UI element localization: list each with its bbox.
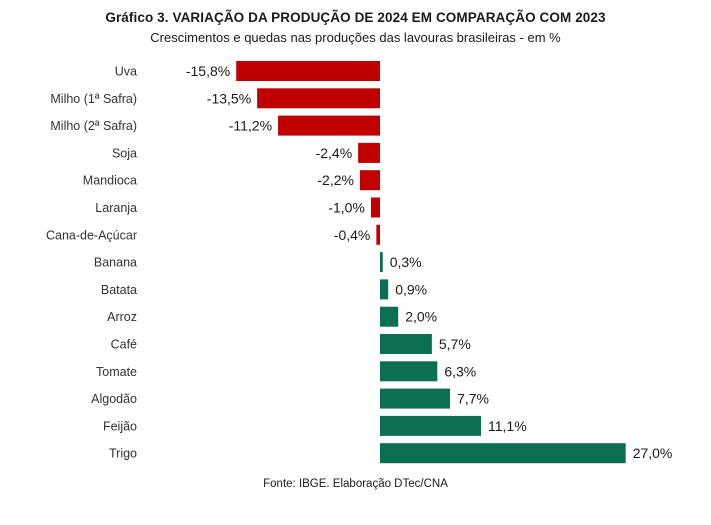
category-label-cafe: Café bbox=[111, 338, 137, 352]
chart-title: Gráfico 3. VARIAÇÃO DA PRODUÇÃO DE 2024 … bbox=[105, 10, 606, 25]
value-label-batata: 0,9% bbox=[395, 281, 427, 297]
category-label-uva: Uva bbox=[115, 65, 137, 79]
bar-chart: Uva -15,8% Milho (1ª Safra) -13,5% Milho (2ª… bbox=[46, 61, 673, 464]
category-label-feijao: Feijão bbox=[103, 419, 137, 433]
category-label-batata: Batata bbox=[101, 283, 137, 297]
bar-algodao bbox=[380, 388, 451, 409]
category-label-tomate: Tomate bbox=[96, 365, 137, 379]
bar-uva bbox=[236, 61, 380, 81]
value-label-cana-de-acucar: -0,4% bbox=[334, 227, 371, 243]
category-label-milho-1-safra: Milho (1ª Safra) bbox=[50, 92, 137, 106]
bar-milho-1-safra bbox=[257, 88, 380, 109]
value-label-milho-1-safra: -13,5% bbox=[207, 90, 251, 106]
bar-banana bbox=[380, 252, 383, 273]
value-label-uva: -15,8% bbox=[186, 63, 230, 79]
bar-cana-de-acucar bbox=[376, 224, 380, 245]
bar-cafe bbox=[380, 334, 432, 354]
category-label-cana-de-acucar: Cana-de-Açúcar bbox=[46, 228, 137, 242]
value-label-tomate: 6,3% bbox=[444, 363, 476, 379]
bar-mandioca bbox=[359, 170, 380, 191]
value-label-banana: 0,3% bbox=[390, 254, 422, 270]
bar-milho-2-safra bbox=[278, 115, 380, 136]
bar-batata bbox=[380, 279, 389, 300]
value-label-mandioca: -2,2% bbox=[317, 172, 354, 188]
category-label-soja: Soja bbox=[112, 146, 137, 160]
bar-trigo bbox=[380, 443, 626, 464]
category-label-arroz: Arroz bbox=[107, 310, 137, 324]
category-label-mandioca: Mandioca bbox=[83, 174, 137, 188]
category-label-algodao: Algodão bbox=[91, 392, 137, 406]
category-label-laranja: Laranja bbox=[95, 201, 137, 215]
bar-arroz bbox=[380, 306, 399, 327]
value-label-feijao: 11,1% bbox=[488, 418, 527, 434]
value-label-arroz: 2,0% bbox=[405, 309, 437, 325]
value-label-milho-2-safra: -11,2% bbox=[229, 118, 272, 134]
category-label-trigo: Trigo bbox=[109, 447, 137, 461]
bar-tomate bbox=[380, 361, 438, 382]
value-label-algodao: 7,7% bbox=[457, 391, 489, 407]
bar-soja bbox=[358, 142, 380, 163]
value-label-trigo: 27,0% bbox=[633, 445, 673, 461]
category-label-banana: Banana bbox=[94, 256, 137, 270]
bar-laranja bbox=[370, 197, 380, 218]
bar-feijao bbox=[380, 415, 482, 436]
chart-subtitle: Crescimentos e quedas nas produções das … bbox=[150, 30, 561, 45]
value-label-cafe: 5,7% bbox=[439, 336, 471, 352]
category-label-milho-2-safra: Milho (2ª Safra) bbox=[50, 119, 137, 133]
value-label-soja: -2,4% bbox=[316, 145, 353, 161]
value-label-laranja: -1,0% bbox=[328, 200, 365, 216]
source-note: Fonte: IBGE. Elaboração DTec/CNA bbox=[263, 478, 448, 490]
